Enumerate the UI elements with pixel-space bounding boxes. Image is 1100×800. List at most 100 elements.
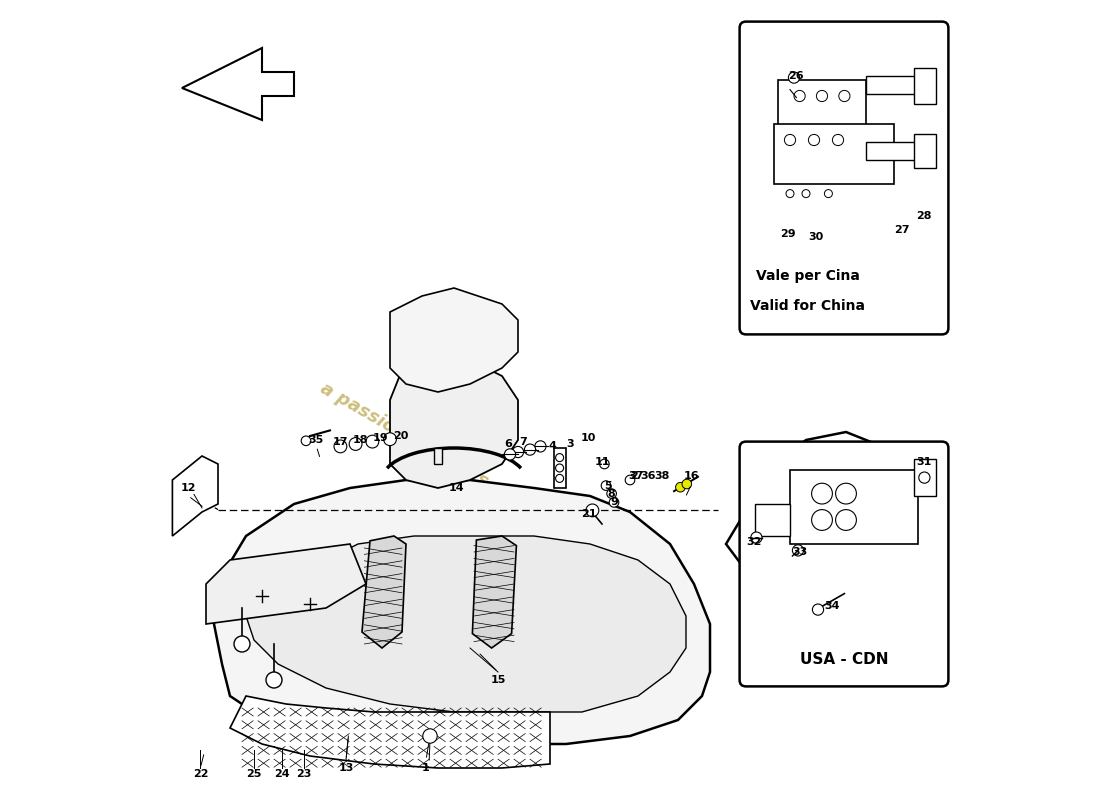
Polygon shape <box>758 464 878 568</box>
Polygon shape <box>914 68 936 104</box>
Text: 18: 18 <box>353 435 369 445</box>
Circle shape <box>600 459 609 469</box>
Circle shape <box>234 636 250 652</box>
Text: 35: 35 <box>309 435 324 445</box>
Circle shape <box>813 604 824 615</box>
Circle shape <box>792 545 804 556</box>
Circle shape <box>802 190 810 198</box>
Circle shape <box>556 474 563 482</box>
Circle shape <box>812 510 833 530</box>
Polygon shape <box>173 456 218 536</box>
Circle shape <box>816 90 827 102</box>
Circle shape <box>789 72 800 83</box>
Circle shape <box>607 489 616 498</box>
Text: 27: 27 <box>894 226 910 235</box>
Polygon shape <box>182 48 294 120</box>
Polygon shape <box>362 536 406 648</box>
Circle shape <box>602 481 610 490</box>
Circle shape <box>366 435 378 448</box>
Text: 6: 6 <box>505 439 513 449</box>
Polygon shape <box>790 470 918 544</box>
Circle shape <box>556 454 563 462</box>
Polygon shape <box>778 80 866 160</box>
Text: 9: 9 <box>610 498 618 507</box>
Circle shape <box>786 190 794 198</box>
Text: 31: 31 <box>916 458 932 467</box>
Text: 16: 16 <box>684 471 700 481</box>
Text: 4: 4 <box>549 442 557 451</box>
Polygon shape <box>914 134 936 168</box>
Circle shape <box>918 472 930 483</box>
Text: 10: 10 <box>581 434 596 443</box>
Circle shape <box>808 134 820 146</box>
Circle shape <box>784 134 795 146</box>
Text: 14: 14 <box>449 483 464 493</box>
Text: Valid for China: Valid for China <box>750 299 865 314</box>
Circle shape <box>513 446 524 458</box>
Text: 15: 15 <box>491 675 506 685</box>
Circle shape <box>505 449 516 460</box>
Circle shape <box>675 482 685 492</box>
Circle shape <box>682 479 692 489</box>
Text: a passion for parts since 1985: a passion for parts since 1985 <box>317 380 591 548</box>
Text: 28: 28 <box>916 211 932 221</box>
Circle shape <box>833 134 844 146</box>
Text: USA - CDN: USA - CDN <box>800 653 889 667</box>
Circle shape <box>839 90 850 102</box>
Circle shape <box>384 433 396 446</box>
Circle shape <box>301 436 311 446</box>
Polygon shape <box>390 352 518 488</box>
Circle shape <box>609 498 619 507</box>
Polygon shape <box>914 459 936 496</box>
Text: 20: 20 <box>393 431 408 441</box>
Polygon shape <box>866 142 918 160</box>
Polygon shape <box>472 536 516 648</box>
Text: 34: 34 <box>825 602 840 611</box>
Polygon shape <box>755 504 790 536</box>
Text: 11: 11 <box>595 457 610 466</box>
Text: 24: 24 <box>274 770 289 779</box>
Polygon shape <box>434 448 442 464</box>
Text: 7: 7 <box>519 438 528 447</box>
Text: 3: 3 <box>566 439 574 449</box>
Text: 8: 8 <box>607 490 616 499</box>
Text: 5: 5 <box>604 481 612 490</box>
Text: 22: 22 <box>192 770 208 779</box>
Circle shape <box>586 504 598 517</box>
Circle shape <box>812 483 833 504</box>
Text: Vale per Cina: Vale per Cina <box>756 269 859 283</box>
Text: 36: 36 <box>640 471 656 481</box>
FancyBboxPatch shape <box>739 22 948 334</box>
Circle shape <box>525 444 536 455</box>
Text: 25: 25 <box>246 770 262 779</box>
Text: 19: 19 <box>373 433 388 442</box>
Polygon shape <box>246 536 686 712</box>
Polygon shape <box>726 432 902 592</box>
Circle shape <box>824 190 833 198</box>
Text: 29: 29 <box>780 229 795 238</box>
Polygon shape <box>230 696 550 768</box>
Text: 26: 26 <box>789 71 804 81</box>
Circle shape <box>266 672 282 688</box>
Circle shape <box>556 464 563 472</box>
Polygon shape <box>782 512 822 544</box>
Text: 2: 2 <box>630 471 638 481</box>
Circle shape <box>794 90 805 102</box>
Circle shape <box>422 729 437 743</box>
Text: 33: 33 <box>792 547 807 557</box>
Text: 1: 1 <box>422 763 430 773</box>
Circle shape <box>334 440 346 453</box>
Text: 12: 12 <box>180 483 196 493</box>
Polygon shape <box>206 544 366 624</box>
Text: 23: 23 <box>296 770 311 779</box>
Polygon shape <box>866 76 918 94</box>
Text: 13: 13 <box>339 763 354 773</box>
Text: 38: 38 <box>654 471 670 481</box>
Text: 30: 30 <box>808 232 824 242</box>
Circle shape <box>625 475 635 485</box>
Text: 37: 37 <box>629 471 645 481</box>
Text: 32: 32 <box>746 538 761 547</box>
Polygon shape <box>554 448 566 488</box>
Text: 17: 17 <box>332 438 348 447</box>
Polygon shape <box>774 124 894 184</box>
